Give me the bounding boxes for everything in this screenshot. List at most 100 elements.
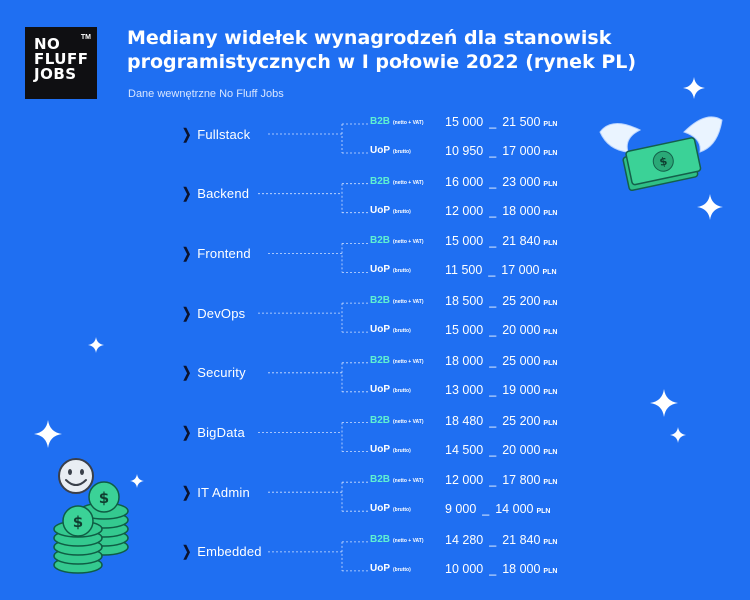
- b2b-contract-label: B2B (netto + VAT): [370, 474, 424, 488]
- category-label: ❯ Security: [182, 363, 246, 383]
- contract-type: UoP: [370, 324, 390, 336]
- currency-unit: PLN: [543, 121, 558, 128]
- uop-salary-range: 12 000 _ 18 000 PLN: [445, 204, 557, 220]
- uop-contract-label: UoP (brutto): [370, 324, 411, 338]
- contract-type-note: (netto + VAT): [393, 120, 424, 126]
- range-separator: _: [489, 294, 497, 309]
- range-max: 23 000: [502, 174, 541, 189]
- b2b-salary-range: 15 000 _ 21 840 PLN: [445, 234, 557, 250]
- contract-type: UoP: [370, 383, 390, 395]
- uop-salary-range: 15 000 _ 20 000 PLN: [445, 323, 557, 339]
- contract-type-note: (brutto): [393, 328, 411, 335]
- currency-unit: PLN: [543, 419, 558, 427]
- b2b-salary-range: 18 000 _ 25 000 PLN: [445, 354, 557, 370]
- contract-type: B2B: [370, 116, 391, 127]
- contract-type: UoP: [370, 503, 390, 515]
- category-label: ❯ DevOps: [182, 303, 245, 323]
- range-separator: _: [489, 442, 497, 457]
- category-name: Security: [197, 365, 246, 381]
- contract-type-note: (brutto): [393, 507, 411, 514]
- chevron-right-icon: ❯: [182, 126, 192, 143]
- contract-type: UoP: [370, 443, 390, 455]
- chevron-right-icon: ❯: [182, 425, 192, 441]
- range-min: 12 000: [445, 473, 484, 488]
- range-min: 11 500: [445, 263, 483, 278]
- logo-line-1: NO: [34, 35, 61, 53]
- range-max: 21 840: [502, 532, 541, 547]
- range-separator: _: [489, 413, 497, 428]
- currency-unit: PLN: [536, 508, 551, 516]
- contract-type-note: (brutto): [393, 447, 411, 454]
- coin-stack-icon: $ $: [53, 481, 129, 574]
- range-separator: _: [489, 115, 497, 129]
- b2b-salary-range: 12 000 _ 17 800 PLN: [445, 473, 557, 489]
- contract-type: UoP: [370, 264, 390, 276]
- uop-contract-label: UoP (brutto): [370, 503, 411, 517]
- range-separator: _: [489, 382, 497, 397]
- contract-type: UoP: [370, 145, 390, 156]
- category-name: Embedded: [197, 544, 262, 560]
- range-max: 25 200: [502, 294, 541, 309]
- contract-type-note: (netto + VAT): [393, 299, 424, 306]
- uop-contract-label: UoP (brutto): [370, 205, 411, 219]
- chart-title: Mediany widełek wynagrodzeń dla stanowis…: [127, 27, 637, 73]
- b2b-salary-range: 16 000 _ 23 000 PLN: [445, 175, 557, 191]
- contract-type-note: (brutto): [393, 566, 411, 573]
- range-max: 17 000: [502, 144, 541, 158]
- chart-subtitle: Dane wewnętrzne No Fluff Jobs: [128, 88, 284, 100]
- uop-salary-range: 13 000 _ 19 000 PLN: [445, 383, 557, 399]
- svg-text:$: $: [658, 155, 668, 169]
- range-separator: _: [489, 561, 497, 576]
- currency-unit: PLN: [543, 150, 558, 157]
- range-separator: _: [489, 323, 497, 338]
- range-min: 15 000: [445, 115, 484, 129]
- currency-unit: PLN: [543, 567, 558, 575]
- range-separator: _: [489, 473, 497, 488]
- range-min: 18 000: [445, 353, 484, 368]
- category-label: ❯ Embedded: [182, 542, 262, 562]
- range-min: 15 000: [445, 323, 484, 338]
- chevron-right-icon: ❯: [182, 186, 192, 203]
- range-separator: _: [489, 203, 497, 218]
- uop-contract-label: UoP (brutto): [370, 444, 411, 458]
- range-min: 18 500: [445, 294, 484, 309]
- contract-type-note: (netto + VAT): [393, 239, 424, 246]
- uop-salary-range: 10 000 _ 18 000 PLN: [445, 562, 557, 578]
- b2b-contract-label: B2B (netto + VAT): [370, 235, 424, 249]
- uop-contract-label: UoP (brutto): [370, 384, 411, 398]
- logo-line-3: JOBS: [34, 65, 77, 83]
- logo-trademark: TM: [80, 34, 91, 41]
- currency-unit: PLN: [543, 448, 558, 456]
- currency-unit: PLN: [543, 180, 558, 188]
- contract-type: B2B: [370, 533, 391, 545]
- chevron-right-icon: ❯: [182, 485, 192, 501]
- flying-money-icon: $: [599, 116, 723, 192]
- range-max: 21 840: [502, 234, 541, 249]
- b2b-contract-label: B2B (netto + VAT): [370, 415, 424, 429]
- range-separator: _: [489, 532, 497, 547]
- b2b-contract-label: B2B (netto + VAT): [370, 116, 424, 130]
- range-max: 18 000: [502, 203, 541, 218]
- b2b-contract-label: B2B (netto + VAT): [370, 355, 424, 369]
- chevron-right-icon: ❯: [182, 544, 192, 561]
- range-max: 20 000: [502, 442, 541, 457]
- category-name: Backend: [197, 186, 250, 202]
- category-name: IT Admin: [197, 484, 250, 500]
- contract-type: B2B: [370, 354, 391, 366]
- contract-type-note: (brutto): [393, 268, 411, 275]
- category-label: ❯ Backend: [182, 184, 249, 204]
- range-max: 20 000: [502, 323, 541, 338]
- svg-text:$: $: [99, 489, 109, 507]
- range-min: 14 500: [445, 442, 484, 457]
- currency-unit: PLN: [542, 269, 557, 277]
- logo-line-2: FLUFF: [34, 50, 89, 68]
- b2b-salary-range: 14 280 _ 21 840 PLN: [445, 533, 557, 549]
- range-max: 18 000: [502, 561, 541, 576]
- range-min: 15 000: [445, 234, 484, 249]
- range-separator: _: [489, 353, 497, 368]
- range-min: 10 000: [445, 561, 484, 576]
- category-label: ❯ Frontend: [182, 243, 251, 263]
- uop-salary-range: 11 500 _ 17 000 PLN: [445, 263, 557, 279]
- range-min: 12 000: [445, 203, 484, 218]
- contract-type-note: (brutto): [393, 208, 411, 215]
